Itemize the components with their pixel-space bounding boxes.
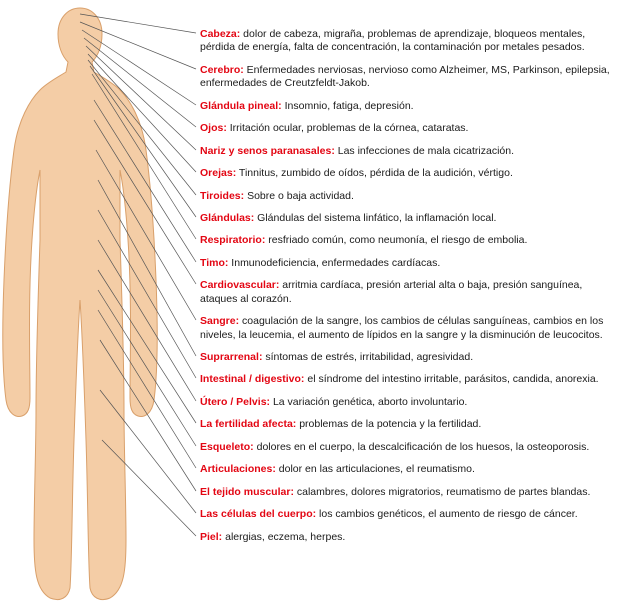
entry-label: Las células del cuerpo: bbox=[200, 508, 316, 520]
entry-desc: síntomas de estrés, irritabilidad, agres… bbox=[262, 351, 473, 363]
entry: El tejido muscular: calambres, dolores m… bbox=[200, 486, 615, 499]
entry: Ojos: Irritación ocular, problemas de la… bbox=[200, 122, 615, 135]
entry-label: El tejido muscular: bbox=[200, 486, 294, 498]
entry-desc: Tinnitus, zumbido de oídos, pérdida de l… bbox=[236, 167, 513, 179]
entry-desc: el síndrome del intestino irritable, par… bbox=[304, 373, 598, 385]
entry: Orejas: Tinnitus, zumbido de oídos, pérd… bbox=[200, 167, 615, 180]
entry-desc: problemas de la potencia y la fertilidad… bbox=[296, 418, 481, 430]
entry-label: Nariz y senos paranasales: bbox=[200, 145, 335, 157]
entry-label: Sangre: bbox=[200, 315, 239, 327]
entry-desc: dolor en las articulaciones, el reumatis… bbox=[276, 463, 475, 475]
entry-label: Esqueleto: bbox=[200, 441, 254, 453]
entry-label: La fertilidad afecta: bbox=[200, 418, 296, 430]
entry: Articulaciones: dolor en las articulacio… bbox=[200, 463, 615, 476]
entry: Respiratorio: resfriado común, como neum… bbox=[200, 234, 615, 247]
entry: Cardiovascular: arritmia cardíaca, presi… bbox=[200, 279, 615, 306]
entry: Timo: Inmunodeficiencia, enfermedades ca… bbox=[200, 257, 615, 270]
entry-label: Cerebro: bbox=[200, 64, 244, 76]
entry-label: Útero / Pelvis: bbox=[200, 396, 270, 408]
entry-desc: dolor de cabeza, migraña, problemas de a… bbox=[200, 28, 585, 53]
entry: Cerebro: Enfermedades nerviosas, nervios… bbox=[200, 64, 615, 91]
entry: Sangre: coagulación de la sangre, los ca… bbox=[200, 315, 615, 342]
entry-desc: Irritación ocular, problemas de la córne… bbox=[227, 122, 469, 134]
entry-desc: Insomnio, fatiga, depresión. bbox=[282, 100, 414, 112]
entry: Intestinal / digestivo: el síndrome del … bbox=[200, 373, 615, 386]
entry: Piel: alergias, eczema, herpes. bbox=[200, 531, 615, 544]
entry-desc: resfriado común, como neumonía, el riesg… bbox=[265, 234, 527, 246]
entry-desc: Sobre o baja actividad. bbox=[244, 190, 354, 202]
entry-label: Timo: bbox=[200, 257, 228, 269]
entry-label: Tiroides: bbox=[200, 190, 244, 202]
entry-label: Cardiovascular: bbox=[200, 279, 279, 291]
entry-desc: los cambios genéticos, el aumento de rie… bbox=[316, 508, 578, 520]
entry-label: Glándulas: bbox=[200, 212, 254, 224]
entry-label: Respiratorio: bbox=[200, 234, 265, 246]
entry: Suprarrenal: síntomas de estrés, irritab… bbox=[200, 351, 615, 364]
entry-desc: Enfermedades nerviosas, nervioso como Al… bbox=[200, 64, 610, 89]
entry-desc: Las infecciones de mala cicatrización. bbox=[335, 145, 514, 157]
entry: La fertilidad afecta: problemas de la po… bbox=[200, 418, 615, 431]
body-silhouette bbox=[0, 0, 160, 610]
entry: Nariz y senos paranasales: Las infeccion… bbox=[200, 145, 615, 158]
entry: Glándula pineal: Insomnio, fatiga, depre… bbox=[200, 100, 615, 113]
entries-list: Cabeza: dolor de cabeza, migraña, proble… bbox=[200, 28, 615, 553]
entry-label: Intestinal / digestivo: bbox=[200, 373, 304, 385]
entry-desc: alergias, eczema, herpes. bbox=[222, 531, 345, 543]
entry: Útero / Pelvis: La variación genética, a… bbox=[200, 396, 615, 409]
entry-desc: La variación genética, aborto involuntar… bbox=[270, 396, 467, 408]
entry-desc: calambres, dolores migratorios, reumatis… bbox=[294, 486, 590, 498]
entry-desc: dolores en el cuerpo, la descalcificació… bbox=[254, 441, 590, 453]
entry: Cabeza: dolor de cabeza, migraña, proble… bbox=[200, 28, 615, 55]
entry-label: Suprarrenal: bbox=[200, 351, 262, 363]
entry-label: Orejas: bbox=[200, 167, 236, 179]
entry-desc: Glándulas del sistema linfático, la infl… bbox=[254, 212, 496, 224]
entry: Esqueleto: dolores en el cuerpo, la desc… bbox=[200, 441, 615, 454]
entry-label: Glándula pineal: bbox=[200, 100, 282, 112]
entry-label: Articulaciones: bbox=[200, 463, 276, 475]
entry-label: Piel: bbox=[200, 531, 222, 543]
entry: Glándulas: Glándulas del sistema linfáti… bbox=[200, 212, 615, 225]
entry-desc: Inmunodeficiencia, enfermedades cardíaca… bbox=[228, 257, 440, 269]
entry-label: Ojos: bbox=[200, 122, 227, 134]
entry: Las células del cuerpo: los cambios gené… bbox=[200, 508, 615, 521]
entry-label: Cabeza: bbox=[200, 28, 240, 40]
body-path bbox=[3, 8, 158, 600]
entry: Tiroides: Sobre o baja actividad. bbox=[200, 190, 615, 203]
entry-desc: coagulación de la sangre, los cambios de… bbox=[200, 315, 603, 340]
